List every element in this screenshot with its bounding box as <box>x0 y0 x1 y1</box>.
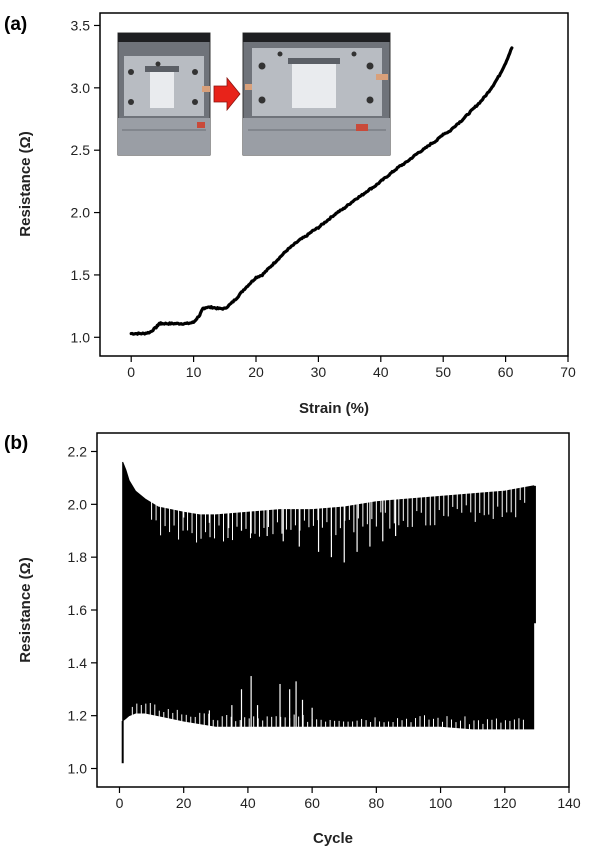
panel-b-x-tick-label: 0 <box>116 795 124 811</box>
panel-b-series <box>121 461 536 764</box>
panel-b-axes: 0 20 40 60 80 100 120 140 1.0 1.2 1.4 1.6 1.8 2.0 2.2 <box>68 443 581 811</box>
panel-a-x-tick-label: 70 <box>560 364 576 380</box>
panel-a-y-tick-label: 2.5 <box>71 142 91 158</box>
panel-b-y-tick-label: 1.6 <box>68 602 88 618</box>
panel-a-x-tick-label: 20 <box>248 364 264 380</box>
panel-a-series <box>129 46 514 336</box>
panel-b-y-tick-label: 2.0 <box>68 496 88 512</box>
panel-b-x-tick-label: 60 <box>304 795 320 811</box>
panel-b-x-tick-label: 120 <box>493 795 517 811</box>
panel-b-y-axis-label: Resistance (Ω) <box>17 557 34 662</box>
cycle-envelope-fill <box>122 461 535 730</box>
panel-b-y-tick-label: 1.0 <box>68 761 88 777</box>
panel-b-y-tick-label: 1.4 <box>68 655 88 671</box>
panel-b-y-tick-label: 1.8 <box>68 549 88 565</box>
panel-b-x-axis-label: Cycle <box>313 830 353 847</box>
panel-a-x-tick-label: 60 <box>498 364 514 380</box>
panel-a-x-tick-label: 50 <box>435 364 451 380</box>
panel-b-x-tick-label: 80 <box>369 795 385 811</box>
panel-a-y-tick-label: 1.0 <box>71 329 91 345</box>
panel-b-y-tick-label: 1.2 <box>68 708 88 724</box>
panel-a-axes: 0 10 20 30 40 50 60 70 1.0 1.5 2.0 2.5 3.0 3.5 <box>71 17 576 380</box>
panel-a-x-tick-label: 30 <box>311 364 327 380</box>
panel-b: (b) 0 20 40 60 80 100 120 140 1.0 1.2 1.4 1.6 1.8 2.0… <box>4 432 581 847</box>
panel-a-y-tick-label: 3.0 <box>71 80 91 96</box>
panel-a-y-tick-label: 2.0 <box>71 205 91 221</box>
panel-b-x-tick-label: 40 <box>240 795 256 811</box>
panel-a-y-axis-label: Resistance (Ω) <box>17 131 34 236</box>
inset-arrow-icon <box>213 76 241 112</box>
panel-b-x-tick-label: 140 <box>557 795 581 811</box>
panel-a-x-tick-label: 40 <box>373 364 389 380</box>
resistance-strain-line <box>129 46 514 336</box>
inset-photo-after <box>242 32 391 156</box>
panel-b-x-tick-label: 20 <box>176 795 192 811</box>
panel-a: (a) 0 10 20 30 40 50 60 70 1.0 1.5 2.0 2.5 3.0 3.5 <box>4 12 576 417</box>
panel-a-x-axis-label: Strain (%) <box>299 400 369 417</box>
panel-a-y-tick-label: 1.5 <box>71 267 91 283</box>
panel-a-label: (a) <box>4 14 27 35</box>
panel-a-x-tick-label: 10 <box>186 364 202 380</box>
panel-b-y-tick-label: 2.2 <box>68 443 88 459</box>
panel-b-label: (b) <box>4 433 28 454</box>
panel-b-x-tick-label: 100 <box>429 795 453 811</box>
panel-a-plot-frame <box>99 12 569 357</box>
inset-photo-before <box>117 32 211 156</box>
panel-a-y-tick-label: 3.5 <box>71 17 91 33</box>
panel-a-x-tick-label: 0 <box>127 364 135 380</box>
